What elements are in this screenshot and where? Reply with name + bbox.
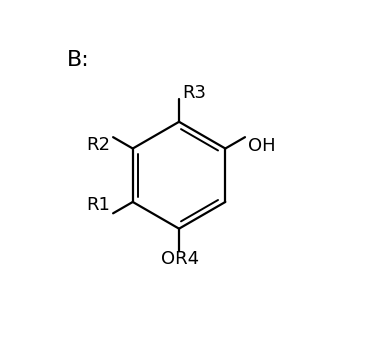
Text: B:: B: [67,50,89,70]
Text: R1: R1 [86,196,110,214]
Text: R3: R3 [182,84,206,102]
Text: R2: R2 [86,136,110,154]
Text: OR4: OR4 [161,250,199,268]
Text: OH: OH [248,137,276,155]
